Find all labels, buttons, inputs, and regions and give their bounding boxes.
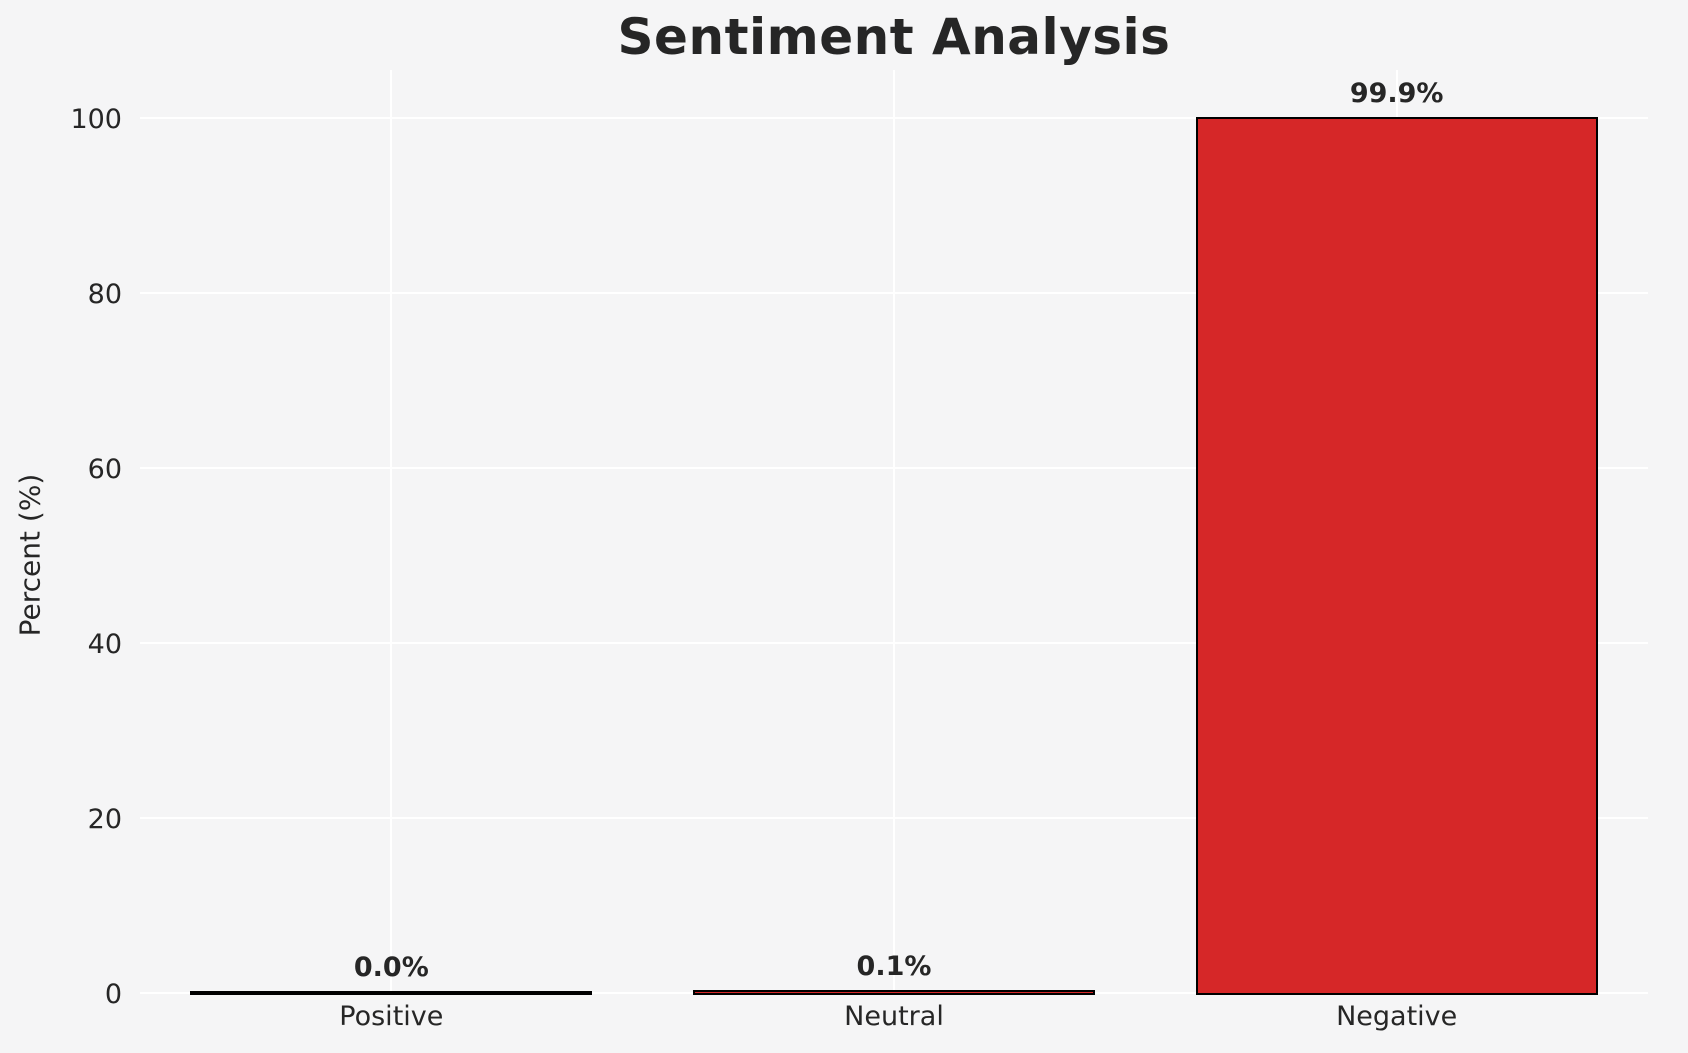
plot-area: 0.0% 0.1% 99.9% [140,70,1648,995]
bar-positive [190,991,593,995]
y-tick-label: 80 [87,279,122,310]
x-gridline [390,70,393,993]
x-tick-label: Neutral [844,1001,944,1032]
y-tick-label: 100 [70,104,122,135]
y-gridline [140,117,1648,119]
y-gridline [140,817,1648,819]
y-tick-label: 0 [104,979,122,1010]
y-tick-label: 60 [87,454,122,485]
x-tick-label: Positive [339,1001,444,1032]
x-tick-label: Negative [1336,1001,1458,1032]
chart-title: Sentiment Analysis [617,8,1171,66]
y-tick-label: 20 [87,804,122,835]
bar-value-label: 99.9% [1349,77,1444,109]
y-gridline [140,642,1648,644]
bar-neutral [692,990,1096,995]
bar-value-label: 0.0% [353,952,429,983]
bar-negative [1195,116,1598,995]
y-gridline [140,292,1648,294]
x-gridline [893,70,895,993]
y-axis-label: Percent (%) [13,473,47,637]
y-gridline [140,467,1648,469]
y-tick-label: 40 [87,629,122,660]
bar-value-label: 0.1% [856,951,932,983]
